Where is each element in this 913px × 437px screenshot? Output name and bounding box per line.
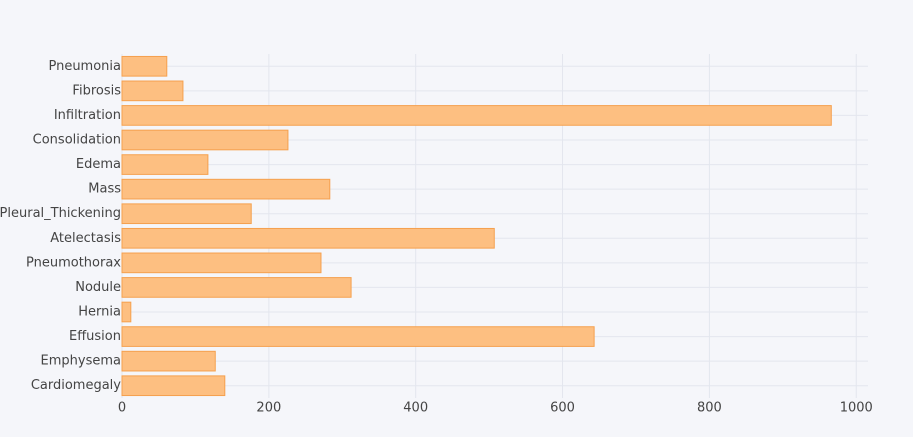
bar: [121, 301, 132, 323]
x-tick-label: 1000: [840, 401, 873, 416]
y-tick-label: Pneumothorax: [26, 255, 121, 270]
x-tick-label: 600: [550, 401, 575, 416]
y-tick-label: Pneumonia: [48, 59, 121, 74]
bar: [121, 350, 216, 372]
y-tick-label: Atelectasis: [50, 231, 121, 246]
y-tick-label: Effusion: [69, 329, 121, 344]
bar: [121, 252, 322, 274]
x-tick-label: 400: [403, 401, 428, 416]
y-tick-label: Nodule: [75, 280, 121, 295]
x-tick-label: 200: [256, 401, 281, 416]
bar: [121, 326, 595, 347]
y-tick-label: Consolidation: [33, 133, 121, 148]
bar: [121, 203, 252, 225]
y-tick-label: Cardiomegaly: [31, 378, 121, 393]
y-tick-label: Mass: [88, 182, 121, 197]
y-tick-label: Pleural_Thickening: [0, 206, 121, 221]
bar: [121, 154, 209, 175]
y-tick-label: Infiltration: [54, 108, 121, 123]
bar: [121, 129, 289, 151]
y-tick-label: Edema: [76, 157, 121, 172]
y-tick-label: Emphysema: [41, 354, 121, 369]
y-tick-label: Hernia: [78, 305, 121, 320]
x-tick-label: 0: [118, 401, 126, 416]
bar: [121, 80, 184, 102]
y-tick-label: Fibrosis: [72, 83, 121, 98]
bar: [121, 277, 352, 298]
bar: [121, 55, 168, 77]
bar: [121, 227, 495, 249]
bar: [121, 178, 331, 200]
x-tick-label: 800: [697, 401, 722, 416]
bar: [121, 105, 832, 126]
bar: [121, 375, 226, 397]
